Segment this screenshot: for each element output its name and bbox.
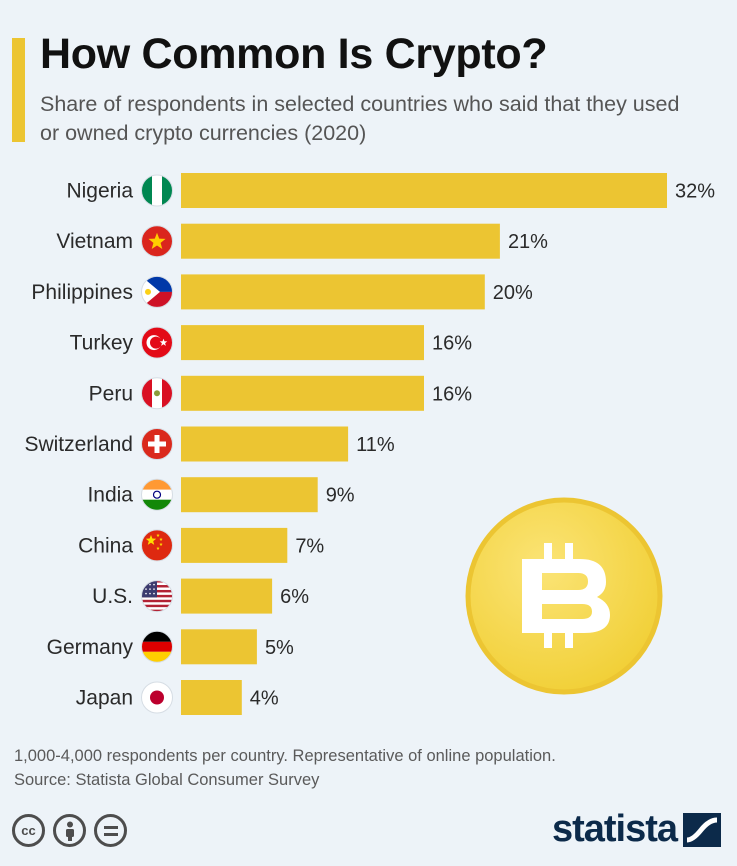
philippines-flag-icon <box>141 275 173 308</box>
bar-peru <box>181 375 424 411</box>
bar-u-s <box>181 578 273 614</box>
nigeria-flag-icon <box>141 174 173 207</box>
category-label-india: India <box>87 484 133 507</box>
bar-chart: Nigeria 32% Vietnam 21% Philippines 20% Turkey… <box>24 173 715 715</box>
footnote: 1,000-4,000 respondents per country. Rep… <box>14 744 556 792</box>
value-label-india: 9% <box>326 485 355 507</box>
germany-flag-icon <box>141 630 173 663</box>
bar-nigeria <box>181 173 667 208</box>
category-label-peru: Peru <box>89 382 133 405</box>
value-label-japan: 4% <box>250 688 279 710</box>
bar-philippines <box>181 274 485 310</box>
category-label-philippines: Philippines <box>31 281 133 304</box>
category-label-japan: Japan <box>76 687 133 710</box>
no-derivatives-icon[interactable] <box>94 814 127 847</box>
license-icons: cc <box>12 814 127 847</box>
value-label-turkey: 16% <box>432 333 472 355</box>
title-accent-bar <box>12 38 25 142</box>
turkey-flag-icon <box>141 326 173 359</box>
value-label-nigeria: 32% <box>675 181 715 203</box>
value-label-philippines: 20% <box>493 282 533 304</box>
bar-turkey <box>181 325 424 361</box>
footnote-note: 1,000-4,000 respondents per country. Rep… <box>14 747 556 765</box>
category-label-switzerland: Switzerland <box>24 433 133 456</box>
peru-flag-icon <box>141 377 173 410</box>
cc-icon[interactable]: cc <box>12 814 45 847</box>
bar-china <box>181 527 288 563</box>
us-flag-icon <box>141 580 173 613</box>
value-label-switzerland: 11% <box>356 434 395 456</box>
category-label-germany: Germany <box>47 636 134 659</box>
category-label-u-s: U.S. <box>92 585 133 608</box>
page-subtitle: Share of respondents in selected countri… <box>40 92 680 145</box>
value-label-vietnam: 21% <box>508 231 548 253</box>
value-label-u-s: 6% <box>280 586 309 608</box>
value-label-peru: 16% <box>432 383 472 405</box>
bar-switzerland <box>181 426 349 462</box>
category-label-nigeria: Nigeria <box>66 180 133 203</box>
category-label-vietnam: Vietnam <box>56 230 133 253</box>
category-label-turkey: Turkey <box>70 332 134 355</box>
category-label-china: China <box>78 534 133 557</box>
china-flag-icon <box>141 529 173 562</box>
bitcoin-symbol <box>522 543 610 648</box>
india-flag-icon <box>141 478 173 511</box>
japan-flag-icon <box>141 681 173 714</box>
footnote-source: Source: Statista Global Consumer Survey <box>14 771 320 789</box>
brand-name: statista <box>551 808 678 850</box>
statista-logo-icon <box>683 812 721 847</box>
value-label-germany: 5% <box>265 637 294 659</box>
bar-germany <box>181 629 257 665</box>
switzerland-flag-icon <box>141 428 173 460</box>
statista-brand[interactable]: statista <box>552 808 721 851</box>
bar-vietnam <box>181 223 500 259</box>
value-label-china: 7% <box>295 535 324 557</box>
bar-india <box>181 477 318 513</box>
attribution-icon[interactable] <box>53 814 86 847</box>
vietnam-flag-icon <box>141 225 173 258</box>
bitcoin-coin-icon <box>465 497 663 695</box>
bar-japan <box>181 680 242 715</box>
page-title: How Common Is Crypto? <box>40 30 548 78</box>
